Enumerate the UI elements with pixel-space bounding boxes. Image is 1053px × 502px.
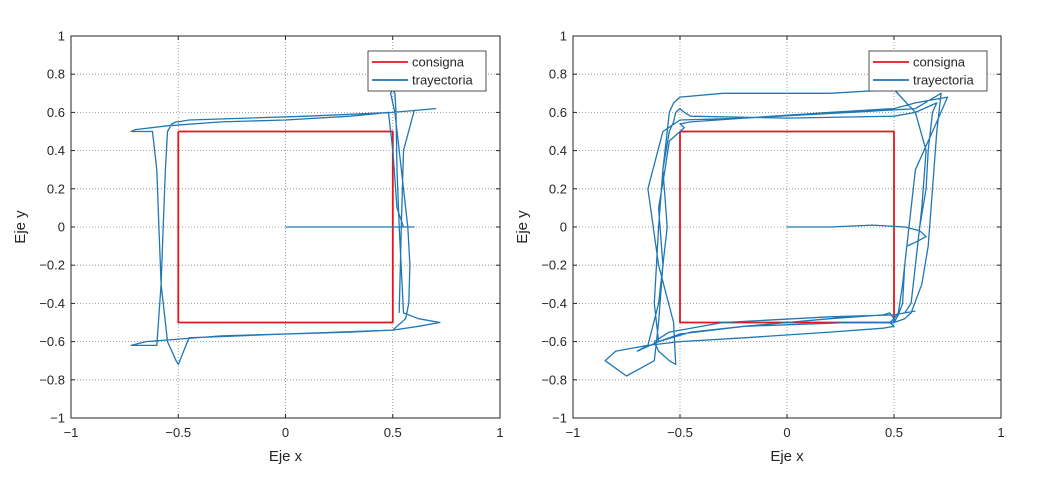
- y-tick-label: −0.6: [39, 334, 65, 349]
- y-tick-label: 0.4: [47, 143, 65, 158]
- legend: consigna trayectoria: [367, 50, 487, 92]
- y-axis-label: Eje y: [12, 210, 29, 244]
- series-line-consigna: [177, 130, 394, 324]
- legend-box: [868, 50, 988, 92]
- y-tick-label: −0.2: [541, 258, 567, 273]
- x-tick-label: 1: [496, 425, 503, 440]
- chart-panel-1: −1 −0.5 0 0.5 1 −1 −0.8 −0.6 −0.4 −0.2 0 0.2 0.4 0.6 0…: [12, 29, 504, 466]
- y-tick-label: −0.6: [541, 334, 567, 349]
- chart-panel-2: −1 −0.5 0 0.5 1 −1 −0.8 −0.6 −0.4 −0.2 0 0.2 0.4 0.6 0…: [514, 29, 1005, 466]
- y-tick-label: 0.2: [47, 181, 65, 196]
- x-tick-label: 0: [282, 425, 289, 440]
- y-tick-label: 1: [58, 29, 65, 44]
- y-tick-label: −0.8: [39, 372, 65, 387]
- y-tick-label: 0.6: [47, 105, 65, 120]
- legend: consigna trayectoria: [868, 50, 988, 92]
- y-tick-label: 0: [560, 220, 567, 235]
- y-tick-label: 0.4: [549, 143, 567, 158]
- x-tick-label: 0.5: [885, 425, 903, 440]
- y-tick-label: 1: [560, 29, 567, 44]
- x-tick-label: 0: [783, 425, 790, 440]
- y-tick-label: −1: [552, 411, 567, 426]
- y-tick-label: −0.2: [39, 258, 65, 273]
- x-tick-label: −1: [566, 425, 581, 440]
- legend-label-trayectoria: trayectoria: [412, 73, 473, 88]
- legend-label-consigna: consigna: [412, 55, 465, 70]
- y-tick-label: −0.4: [39, 296, 65, 311]
- x-axis-label: Eje x: [269, 448, 303, 465]
- y-axis-label: Eje y: [514, 210, 531, 244]
- x-tick-label: 0.5: [384, 425, 402, 440]
- y-tick-label: −0.4: [541, 296, 567, 311]
- series-line-trayectoria: [604, 88, 949, 377]
- x-tick-label: −0.5: [165, 425, 191, 440]
- legend-box: [367, 50, 487, 92]
- x-axis-label: Eje x: [770, 448, 804, 465]
- y-tick-label: −0.8: [541, 372, 567, 387]
- y-tick-label: 0: [58, 220, 65, 235]
- x-tick-label: −0.5: [667, 425, 693, 440]
- x-tick-label: −1: [64, 425, 79, 440]
- y-tick-label: 0.2: [549, 181, 567, 196]
- x-tick-label: 1: [997, 425, 1004, 440]
- legend-label-consigna: consigna: [913, 55, 966, 70]
- y-tick-label: −1: [50, 411, 65, 426]
- legend-label-trayectoria: trayectoria: [913, 73, 974, 88]
- y-tick-label: 0.6: [549, 105, 567, 120]
- y-tick-label: 0.8: [549, 67, 567, 82]
- series-group: [604, 88, 949, 377]
- y-tick-label: 0.8: [47, 67, 65, 82]
